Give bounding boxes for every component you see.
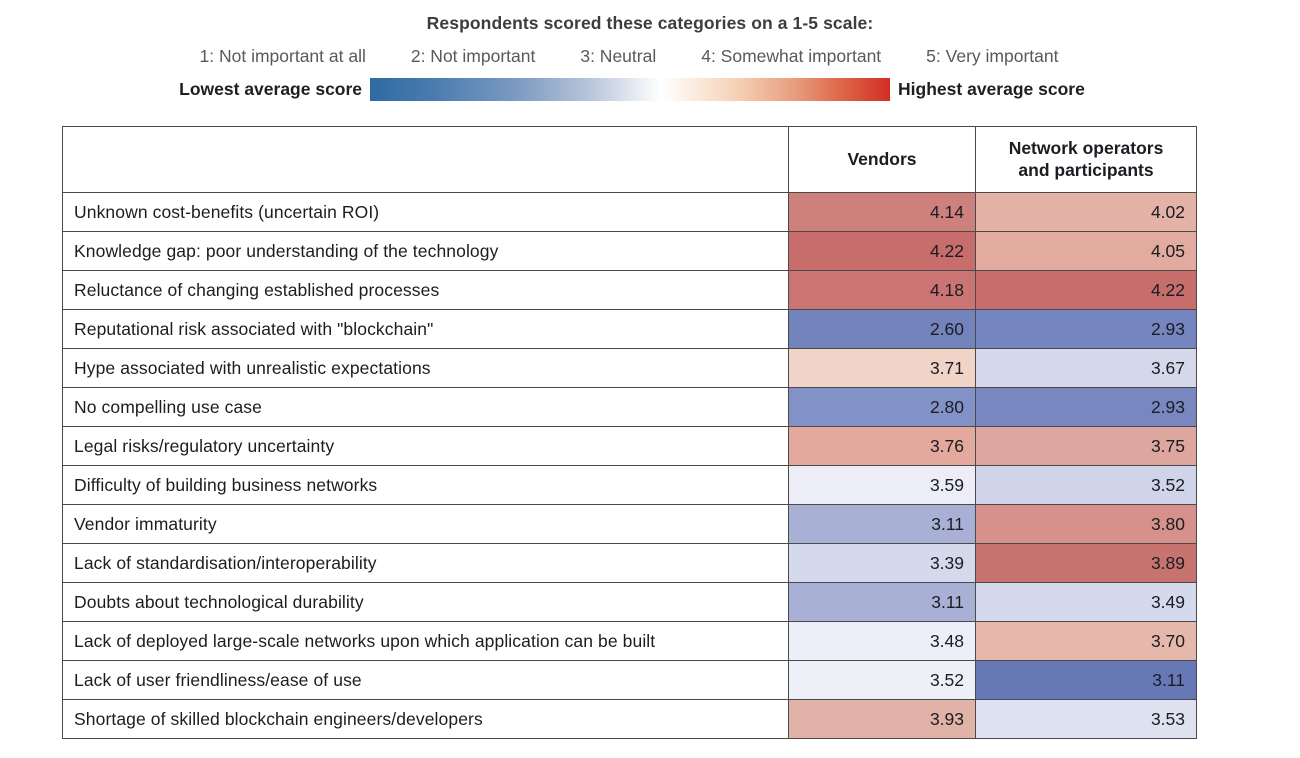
row-label: Difficulty of building business networks — [62, 465, 789, 505]
row-label: Unknown cost-benefits (uncertain ROI) — [62, 192, 789, 232]
row-label: Knowledge gap: poor understanding of the… — [62, 231, 789, 271]
column-header-network-operators: Network operators and participants — [975, 126, 1197, 193]
row-label: Legal risks/regulatory uncertainty — [62, 426, 789, 466]
scale-label-1: 1: Not important at all — [199, 46, 366, 66]
table-row: Vendor immaturity 3.11 3.80 — [62, 504, 1197, 544]
row-label: Lack of deployed large-scale networks up… — [62, 621, 789, 661]
table-row: Doubts about technological durability 3.… — [62, 582, 1197, 622]
vendors-score-cell: 3.11 — [788, 582, 976, 622]
scale-label-5: 5: Very important — [926, 46, 1059, 66]
table-row: Lack of user friendliness/ease of use 3.… — [62, 660, 1197, 700]
vendors-score-cell: 3.59 — [788, 465, 976, 505]
vendors-score-cell: 4.18 — [788, 270, 976, 310]
network-score-cell: 3.75 — [975, 426, 1197, 466]
table-row: Reluctance of changing established proce… — [62, 270, 1197, 310]
network-score-cell: 3.70 — [975, 621, 1197, 661]
vendors-score-cell: 3.39 — [788, 543, 976, 583]
table-row: Reputational risk associated with "block… — [62, 309, 1197, 349]
table-row: Difficulty of building business networks… — [62, 465, 1197, 505]
row-label: Reputational risk associated with "block… — [62, 309, 789, 349]
network-score-cell: 3.52 — [975, 465, 1197, 505]
header-spacer — [62, 126, 789, 193]
figure-title: Respondents scored these categories on a… — [426, 13, 874, 33]
table-row: No compelling use case 2.80 2.93 — [62, 387, 1197, 427]
vendors-score-cell: 3.71 — [788, 348, 976, 388]
vendors-score-cell: 3.76 — [788, 426, 976, 466]
network-score-cell: 4.05 — [975, 231, 1197, 271]
table-row: Unknown cost-benefits (uncertain ROI) 4.… — [62, 192, 1197, 232]
lowest-score-label: Lowest average score — [179, 79, 363, 99]
row-label: No compelling use case — [62, 387, 789, 427]
row-label: Hype associated with unrealistic expecta… — [62, 348, 789, 388]
header-row: Vendors Network operators and participan… — [62, 126, 1197, 193]
network-score-cell: 4.22 — [975, 270, 1197, 310]
table-row: Lack of deployed large-scale networks up… — [62, 621, 1197, 661]
network-score-cell: 3.49 — [975, 582, 1197, 622]
network-score-cell: 2.93 — [975, 309, 1197, 349]
network-score-cell: 2.93 — [975, 387, 1197, 427]
network-score-cell: 3.11 — [975, 660, 1197, 700]
highest-score-label: Highest average score — [898, 79, 1085, 99]
table-row: Hype associated with unrealistic expecta… — [62, 348, 1197, 388]
vendors-score-cell: 3.52 — [788, 660, 976, 700]
network-score-cell: 4.02 — [975, 192, 1197, 232]
color-gradient-bar — [370, 78, 891, 101]
scale-label-3: 3: Neutral — [580, 46, 657, 66]
scale-label-2: 2: Not important — [410, 46, 536, 66]
network-score-cell: 3.89 — [975, 543, 1197, 583]
heatmap-table: Vendors Network operators and participan… — [62, 126, 1197, 739]
table-row: Shortage of skilled blockchain engineers… — [62, 699, 1197, 739]
vendors-score-cell: 3.11 — [788, 504, 976, 544]
vendors-score-cell: 4.22 — [788, 231, 976, 271]
figure-page: Respondents scored these categories on a… — [0, 13, 1300, 758]
colorbar-legend: Lowest average score Highest average sco… — [0, 78, 1300, 101]
row-label: Shortage of skilled blockchain engineers… — [62, 699, 789, 739]
table-row: Legal risks/regulatory uncertainty 3.76 … — [62, 426, 1197, 466]
vendors-score-cell: 2.60 — [788, 309, 976, 349]
row-label: Doubts about technological durability — [62, 582, 789, 622]
row-label: Lack of standardisation/interoperability — [62, 543, 789, 583]
scale-legend: 1: Not important at all 2: Not important… — [0, 46, 1300, 67]
network-score-cell: 3.80 — [975, 504, 1197, 544]
table-row: Lack of standardisation/interoperability… — [62, 543, 1197, 583]
vendors-score-cell: 2.80 — [788, 387, 976, 427]
row-label: Reluctance of changing established proce… — [62, 270, 789, 310]
row-label: Vendor immaturity — [62, 504, 789, 544]
row-label: Lack of user friendliness/ease of use — [62, 660, 789, 700]
scale-label-4: 4: Somewhat important — [701, 46, 882, 66]
network-score-cell: 3.53 — [975, 699, 1197, 739]
vendors-score-cell: 4.14 — [788, 192, 976, 232]
column-header-vendors: Vendors — [788, 126, 976, 193]
vendors-score-cell: 3.93 — [788, 699, 976, 739]
table-row: Knowledge gap: poor understanding of the… — [62, 231, 1197, 271]
network-score-cell: 3.67 — [975, 348, 1197, 388]
vendors-score-cell: 3.48 — [788, 621, 976, 661]
